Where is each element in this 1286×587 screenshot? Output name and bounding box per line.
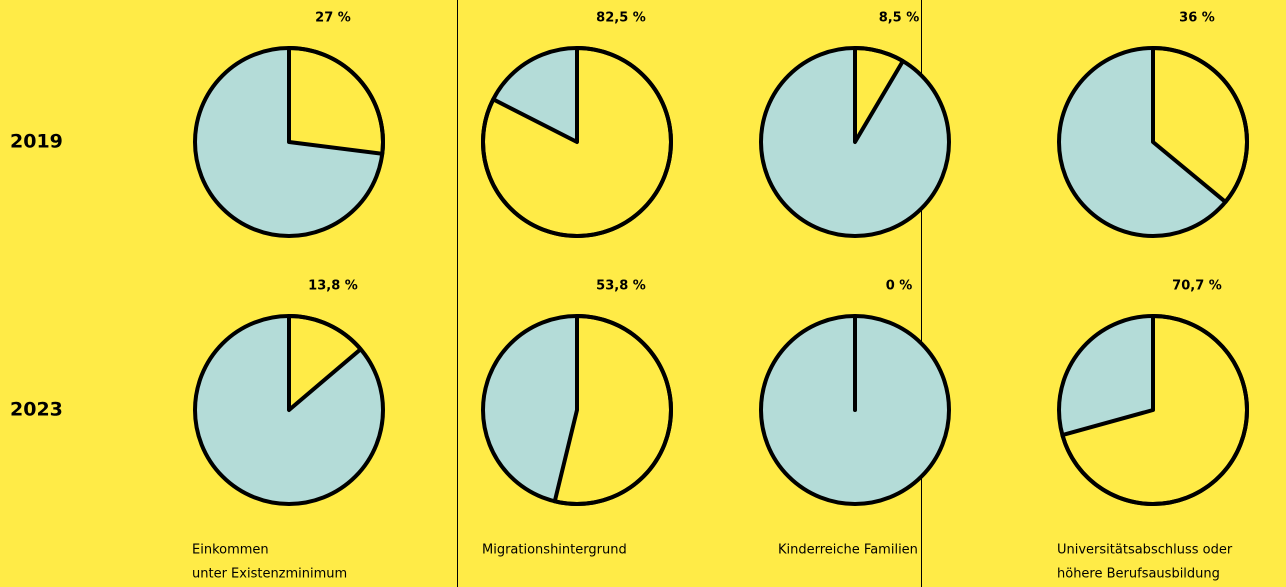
value-label: 13,8 % bbox=[308, 279, 358, 294]
value-label: 53,8 % bbox=[596, 279, 646, 294]
pie-outline bbox=[759, 314, 951, 506]
pie-outline bbox=[1057, 46, 1249, 238]
value-label: 8,5 % bbox=[879, 11, 920, 26]
column-label: unter Existenzminimum bbox=[192, 567, 347, 582]
column-label: Kinderreiche Familien bbox=[778, 543, 918, 558]
value-label: 82,5 % bbox=[596, 11, 646, 26]
pie-outline bbox=[481, 314, 673, 506]
pie-outline bbox=[1057, 314, 1249, 506]
value-label: 36 % bbox=[1179, 11, 1215, 26]
column-label: höhere Berufsausbildung bbox=[1057, 567, 1220, 582]
pie-slice bbox=[287, 46, 385, 156]
value-label: 70,7 % bbox=[1172, 279, 1222, 294]
pie-outline bbox=[193, 314, 385, 506]
row-label: 2019 bbox=[10, 131, 63, 153]
value-label: 0 % bbox=[886, 279, 913, 294]
value-label: 27 % bbox=[315, 11, 351, 26]
column-label: Universitätsabschluss oder bbox=[1057, 543, 1233, 558]
column-label: Migrationshintergrund bbox=[482, 543, 627, 558]
row-label: 2023 bbox=[10, 399, 63, 421]
column-label: Einkommen bbox=[192, 543, 269, 558]
pie-outline bbox=[481, 46, 673, 238]
pie-outline bbox=[759, 46, 951, 238]
pie-outline bbox=[193, 46, 385, 238]
